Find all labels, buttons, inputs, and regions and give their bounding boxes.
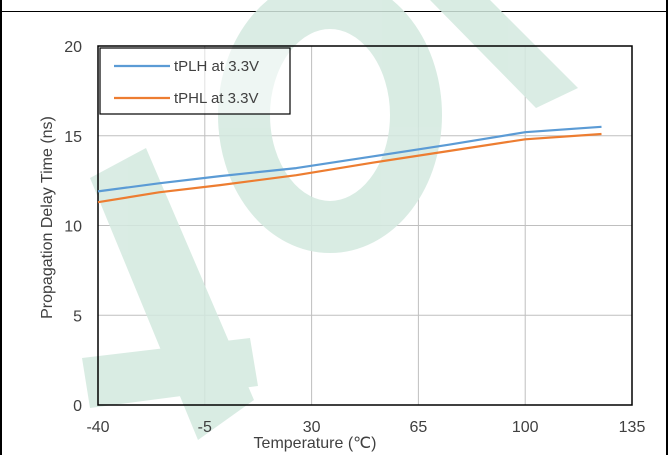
x-tick-label-0: -40 (86, 419, 109, 436)
series-line-2 (97, 132, 602, 204)
x-tick-label-4: 100 (512, 419, 539, 436)
legend-box (99, 47, 291, 115)
watermark-o-ring (218, 0, 442, 253)
watermark-logo (82, 0, 578, 440)
y-axis-title: Propagation Delay Time (ns) (39, 116, 56, 319)
legend: tPLH at 3.3V tPHL at 3.3V (99, 47, 291, 115)
plot-area-border (97, 45, 633, 406)
y-tick-label-1: 5 (73, 308, 82, 325)
x-tick-label-2: 30 (303, 419, 321, 436)
watermark-i-bar (430, 0, 578, 108)
y-tick-label-4: 20 (64, 39, 82, 56)
watermark-f-bar (82, 338, 258, 408)
y-tick-label-2: 10 (64, 219, 82, 236)
y-tick-label-0: 0 (73, 398, 82, 415)
x-tick-label-3: 65 (410, 419, 428, 436)
series-lines (97, 125, 602, 204)
y-axis-ticks: 0 5 10 15 20 (64, 39, 82, 415)
legend-label-2: tPHL at 3.3V (174, 90, 259, 107)
x-tick-label-5: 135 (619, 419, 646, 436)
x-axis-title: Temperature (℃) (254, 435, 377, 452)
x-tick-label-1: -5 (198, 419, 212, 436)
x-axis-ticks: -40 -5 30 65 100 135 (86, 419, 645, 436)
y-tick-label-3: 15 (64, 129, 82, 146)
legend-label-1: tPLH at 3.3V (174, 58, 259, 75)
series-line-1 (97, 125, 602, 193)
